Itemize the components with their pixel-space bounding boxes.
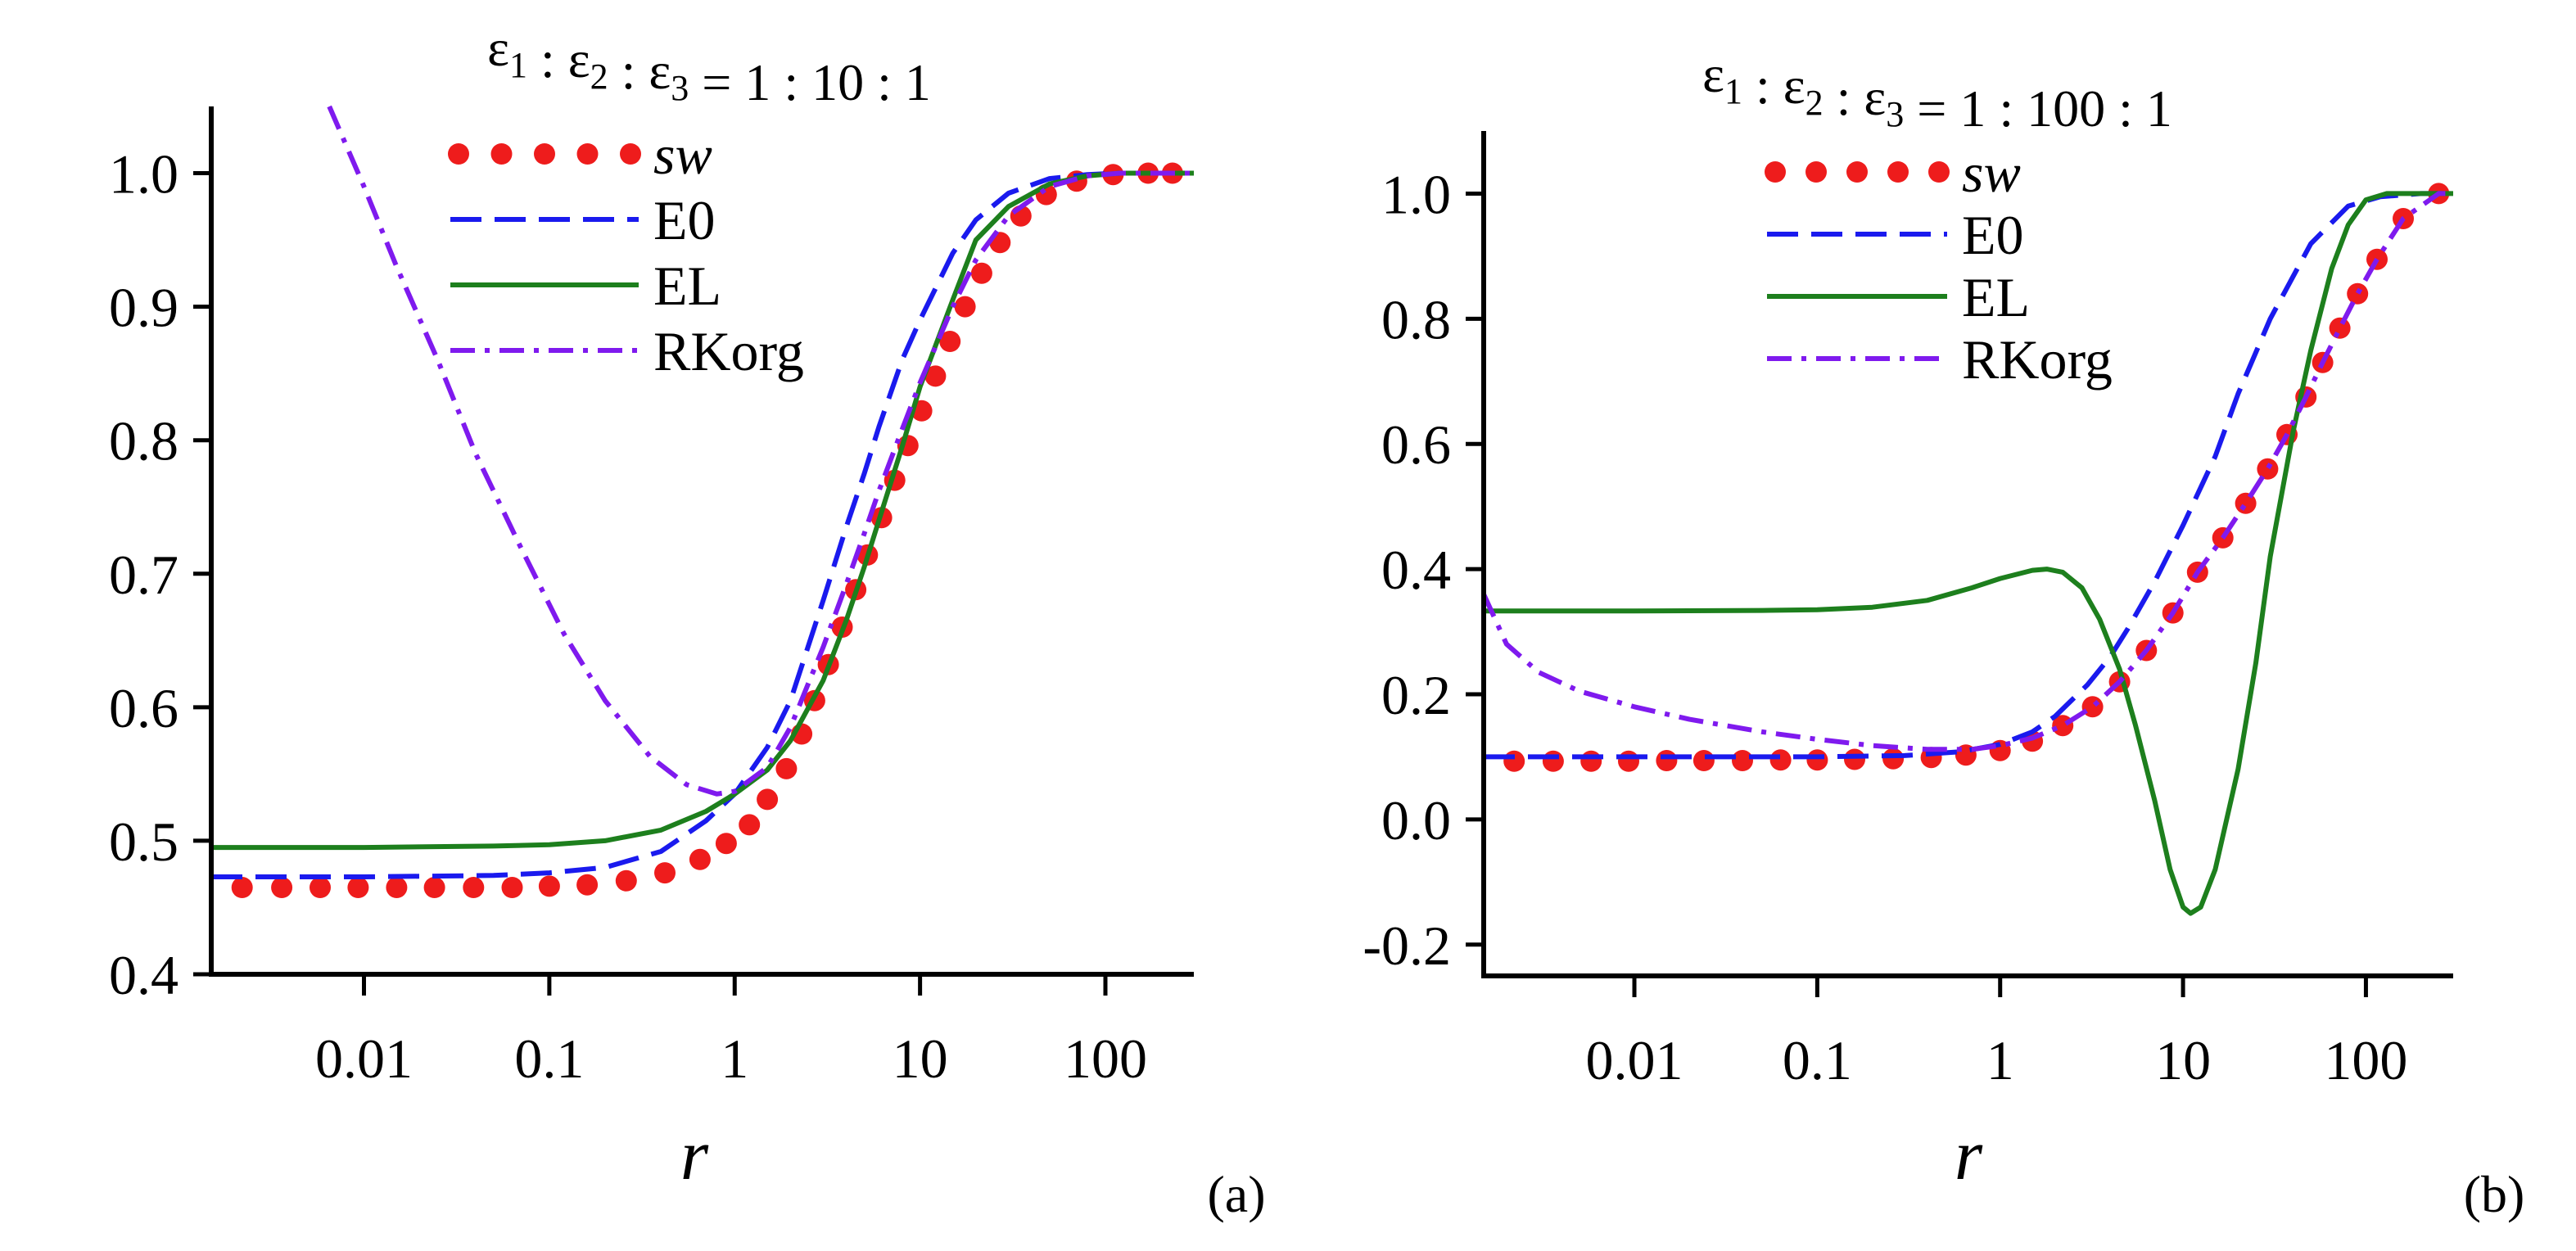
- x-tick-label: 0.01: [315, 1027, 413, 1090]
- series-sw-point: [1656, 750, 1678, 771]
- series-sw-point: [689, 848, 711, 870]
- panel-label: (a): [1207, 1165, 1265, 1223]
- legend-label-el: EL: [1962, 266, 2030, 328]
- series-sw-point: [970, 262, 992, 284]
- series-sw-point: [538, 875, 560, 897]
- y-tick-label: 0.4: [109, 944, 179, 1006]
- series-sw-point: [1806, 749, 1828, 771]
- x-tick-label: 0.1: [514, 1027, 584, 1090]
- chart-panel-a: 0.4 0.5 0.6 0.7 0.8 0.9 1.0 0.01 0.1 1 10 100 r ε1 : …: [109, 19, 1266, 1223]
- series-sw-point: [739, 814, 761, 836]
- legend-swatch-sw: [1928, 161, 1950, 183]
- panel-label: (b): [2464, 1165, 2525, 1223]
- y-tick-label: 0.6: [1381, 413, 1451, 476]
- y-tick-label: -0.2: [1363, 915, 1451, 977]
- y-tick-label: 1.0: [1381, 163, 1451, 225]
- series-sw-point: [576, 874, 599, 896]
- series-sw-point: [501, 877, 523, 898]
- legend-swatch-sw: [1805, 161, 1827, 183]
- series-sw-point: [2329, 317, 2351, 339]
- legend-label-e0: E0: [1962, 204, 2024, 266]
- y-tick-label: 0.9: [109, 277, 179, 339]
- series-sw-point: [775, 757, 798, 779]
- series-sw-point: [1732, 750, 1753, 771]
- series-sw-point: [231, 877, 253, 898]
- y-tick-label: 0.4: [1381, 539, 1451, 601]
- series-e0-line: [1484, 191, 2453, 760]
- series-rkorg-line: [327, 105, 1194, 797]
- y-tick-label: 0.8: [109, 410, 179, 472]
- series-sw-point: [347, 877, 369, 898]
- chart-title: ε1 : ε2 : ε3 = 1 : 10 : 1: [487, 19, 931, 111]
- series-sw-point: [1844, 748, 1865, 770]
- y-tick-label: 0.5: [109, 811, 179, 873]
- series-sw-point: [1503, 750, 1525, 772]
- series-sw-point: [1769, 749, 1792, 771]
- series-sw-point: [2257, 458, 2279, 480]
- legend-swatch-sw: [534, 143, 555, 165]
- series-sw-point: [2235, 492, 2257, 514]
- legend-label-rkorg: RKorg: [653, 320, 804, 382]
- x-axis-title: r: [680, 1116, 709, 1195]
- legend-label-e0: E0: [653, 189, 716, 251]
- legend-swatch-sw: [448, 143, 469, 165]
- legend-swatch-sw: [1846, 161, 1868, 183]
- series-e0-line: [211, 170, 1194, 879]
- legend-label-rkorg: RKorg: [1962, 328, 2113, 391]
- series-sw-point: [1580, 750, 1602, 772]
- series-sw-point: [310, 877, 331, 898]
- series-sw-point: [2347, 282, 2369, 305]
- series-sw-point: [386, 877, 408, 898]
- series-sw-point: [1618, 750, 1639, 772]
- y-tick-label: 0.0: [1381, 789, 1451, 851]
- series-sw-point: [271, 877, 293, 898]
- legend-swatch-sw: [490, 143, 513, 165]
- x-tick-label: 0.1: [1783, 1029, 1852, 1091]
- x-tick-label: 0.01: [1586, 1029, 1683, 1091]
- legend-label-el: EL: [653, 255, 721, 317]
- chart-panel-b: -0.2 0.0 0.2 0.4 0.6 0.8 1.0 0.01 0.1 1 10 100 r ε1 :…: [1363, 45, 2524, 1223]
- legend-swatch-sw: [620, 143, 641, 165]
- series-sw-point: [654, 862, 676, 884]
- y-tick-label: 0.7: [109, 544, 179, 606]
- x-axis-title: r: [1955, 1116, 1983, 1195]
- series-sw-point: [1882, 747, 1905, 770]
- x-tick-label: 1: [1986, 1029, 2014, 1091]
- series-sw-point: [954, 296, 976, 318]
- x-tick-label: 1: [721, 1027, 748, 1090]
- legend-swatch-sw: [1887, 161, 1909, 183]
- series-sw-point: [715, 833, 737, 855]
- chart-title: ε1 : ε2 : ε3 = 1 : 100 : 1: [1702, 45, 2172, 138]
- x-tick-label: 100: [2324, 1029, 2407, 1091]
- plot-area: [1484, 183, 2453, 916]
- x-tick-label: 10: [2155, 1029, 2211, 1091]
- series-sw-point: [463, 877, 485, 898]
- series-sw-point: [423, 877, 445, 898]
- series-el-line: [1484, 191, 2453, 916]
- series-sw-point: [1692, 750, 1715, 771]
- y-tick-label: 1.0: [109, 143, 179, 205]
- plot-area: [211, 105, 1194, 898]
- series-sw-point: [757, 788, 779, 811]
- legend-swatch-sw: [1765, 161, 1786, 183]
- series-sw-point: [939, 331, 961, 352]
- y-tick-label: 0.6: [109, 677, 179, 739]
- series-sw-point: [924, 365, 947, 387]
- legend-label-sw: sw: [1962, 142, 2021, 204]
- legend-swatch-sw: [576, 143, 599, 165]
- y-tick-label: 0.8: [1381, 288, 1451, 350]
- series-sw-point: [615, 869, 637, 892]
- legend-label-sw: sw: [653, 124, 712, 186]
- series-sw-point: [1542, 750, 1564, 772]
- y-tick-label: 0.2: [1381, 664, 1451, 726]
- x-tick-label: 10: [893, 1027, 948, 1090]
- series-rkorg-line: [1484, 191, 2453, 752]
- x-tick-label: 100: [1064, 1027, 1147, 1090]
